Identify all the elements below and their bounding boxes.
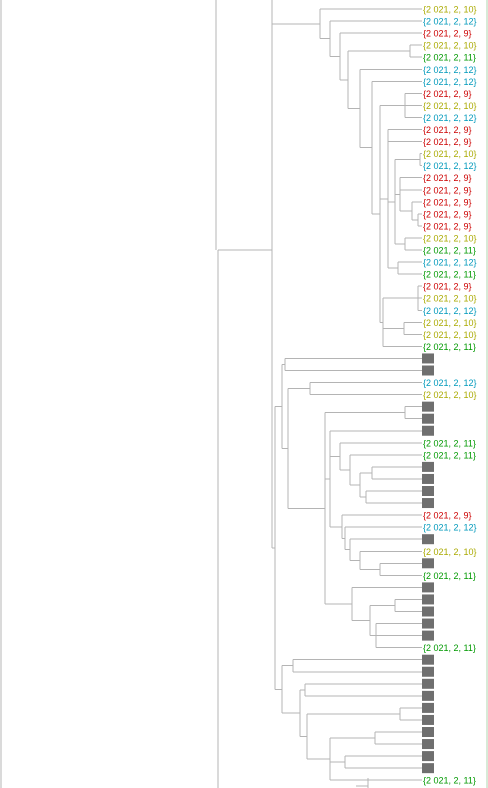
- leaf-label: {2 021, 2, 9}: [423, 209, 472, 219]
- collapsed-clade-box[interactable]: [422, 606, 434, 617]
- leaf-label: {2 021, 2, 11}: [423, 53, 476, 63]
- leaf-label: {2 021, 2, 12}: [423, 258, 477, 268]
- leaf-label: {2 021, 2, 9}: [423, 197, 472, 207]
- leaf-label: {2 021, 2, 11}: [423, 643, 476, 653]
- collapsed-clade-box[interactable]: [422, 425, 434, 436]
- collapsed-clade-box[interactable]: [422, 473, 434, 484]
- leaf-label: {2 021, 2, 9}: [423, 282, 472, 292]
- collapsed-clade-box[interactable]: [422, 690, 434, 701]
- collapsed-clade-box[interactable]: [422, 401, 434, 412]
- collapsed-clade-box[interactable]: [422, 727, 434, 737]
- leaf-label: {2 021, 2, 9}: [423, 173, 472, 183]
- leaf-label: {2 021, 2, 11}: [423, 246, 476, 256]
- leaf-label: {2 021, 2, 9}: [423, 221, 472, 231]
- leaf-label: {2 021, 2, 10}: [423, 547, 477, 557]
- collapsed-clade-box[interactable]: [422, 751, 434, 762]
- collapsed-clade-box[interactable]: [422, 763, 434, 774]
- leaf-label: {2 021, 2, 12}: [423, 113, 477, 123]
- leaf-label: {2 021, 2, 11}: [423, 450, 476, 460]
- leaf-label: {2 021, 2, 11}: [423, 270, 476, 280]
- leaf-label: {2 021, 2, 10}: [423, 149, 477, 159]
- collapsed-clade-box[interactable]: [422, 739, 434, 750]
- collapsed-clade-box[interactable]: [422, 486, 434, 496]
- collapsed-clade-box[interactable]: [422, 534, 434, 545]
- leaf-label: {2 021, 2, 10}: [423, 101, 477, 111]
- dendrogram-leaves: {2 021, 2, 10} {2 021, 2, 12} {2 021, 2, 9…: [422, 5, 477, 786]
- collapsed-clade-box[interactable]: [422, 714, 434, 725]
- collapsed-clade-box[interactable]: [422, 365, 434, 376]
- leaf-label: {2 021, 2, 10}: [423, 330, 477, 340]
- leaf-label: {2 021, 2, 12}: [423, 378, 477, 388]
- collapsed-clade-box[interactable]: [422, 461, 434, 472]
- leaf-label: {2 021, 2, 10}: [423, 390, 477, 400]
- collapsed-clade-box[interactable]: [422, 594, 434, 605]
- leaf-label: {2 021, 2, 9}: [423, 89, 472, 99]
- collapsed-clade-box[interactable]: [422, 666, 434, 677]
- leaf-label: {2 021, 2, 10}: [423, 5, 477, 15]
- leaf-label: {2 021, 2, 10}: [423, 318, 477, 328]
- leaf-label: {2 021, 2, 12}: [423, 523, 477, 533]
- leaf-label: {2 021, 2, 10}: [423, 233, 477, 243]
- leaf-label: {2 021, 2, 12}: [423, 161, 477, 171]
- collapsed-clade-box[interactable]: [422, 678, 434, 689]
- collapsed-clade-box[interactable]: [422, 702, 434, 713]
- leaf-label: {2 021, 2, 11}: [423, 342, 476, 352]
- collapsed-clade-box[interactable]: [422, 618, 434, 629]
- leaf-label: {2 021, 2, 9}: [423, 125, 472, 135]
- leaf-label: {2 021, 2, 9}: [423, 137, 472, 147]
- leaf-label: {2 021, 2, 10}: [423, 41, 477, 51]
- collapsed-clade-box[interactable]: [422, 654, 434, 665]
- collapsed-clade-box[interactable]: [422, 630, 434, 641]
- collapsed-clade-box[interactable]: [422, 353, 434, 364]
- leaf-label: {2 021, 2, 11}: [423, 438, 476, 448]
- collapsed-clade-box[interactable]: [422, 413, 434, 424]
- leaf-label: {2 021, 2, 12}: [423, 17, 477, 27]
- leaf-label: {2 021, 2, 12}: [423, 65, 477, 75]
- leaf-label: {2 021, 2, 9}: [423, 511, 472, 521]
- leaf-label: {2 021, 2, 10}: [423, 294, 477, 304]
- leaf-label: {2 021, 2, 9}: [423, 29, 472, 39]
- collapsed-clade-box[interactable]: [422, 558, 434, 569]
- leaf-label: {2 021, 2, 12}: [423, 77, 477, 87]
- vertical-scrollbar[interactable]: [486, 0, 488, 788]
- collapsed-clade-box[interactable]: [422, 498, 434, 509]
- leaf-label: {2 021, 2, 11}: [423, 776, 476, 786]
- dendrogram-branches: [0, 0, 422, 788]
- leaf-label: {2 021, 2, 11}: [423, 571, 476, 581]
- leaf-label: {2 021, 2, 9}: [423, 185, 472, 195]
- collapsed-clade-box[interactable]: [422, 582, 434, 593]
- leaf-label: {2 021, 2, 12}: [423, 306, 477, 316]
